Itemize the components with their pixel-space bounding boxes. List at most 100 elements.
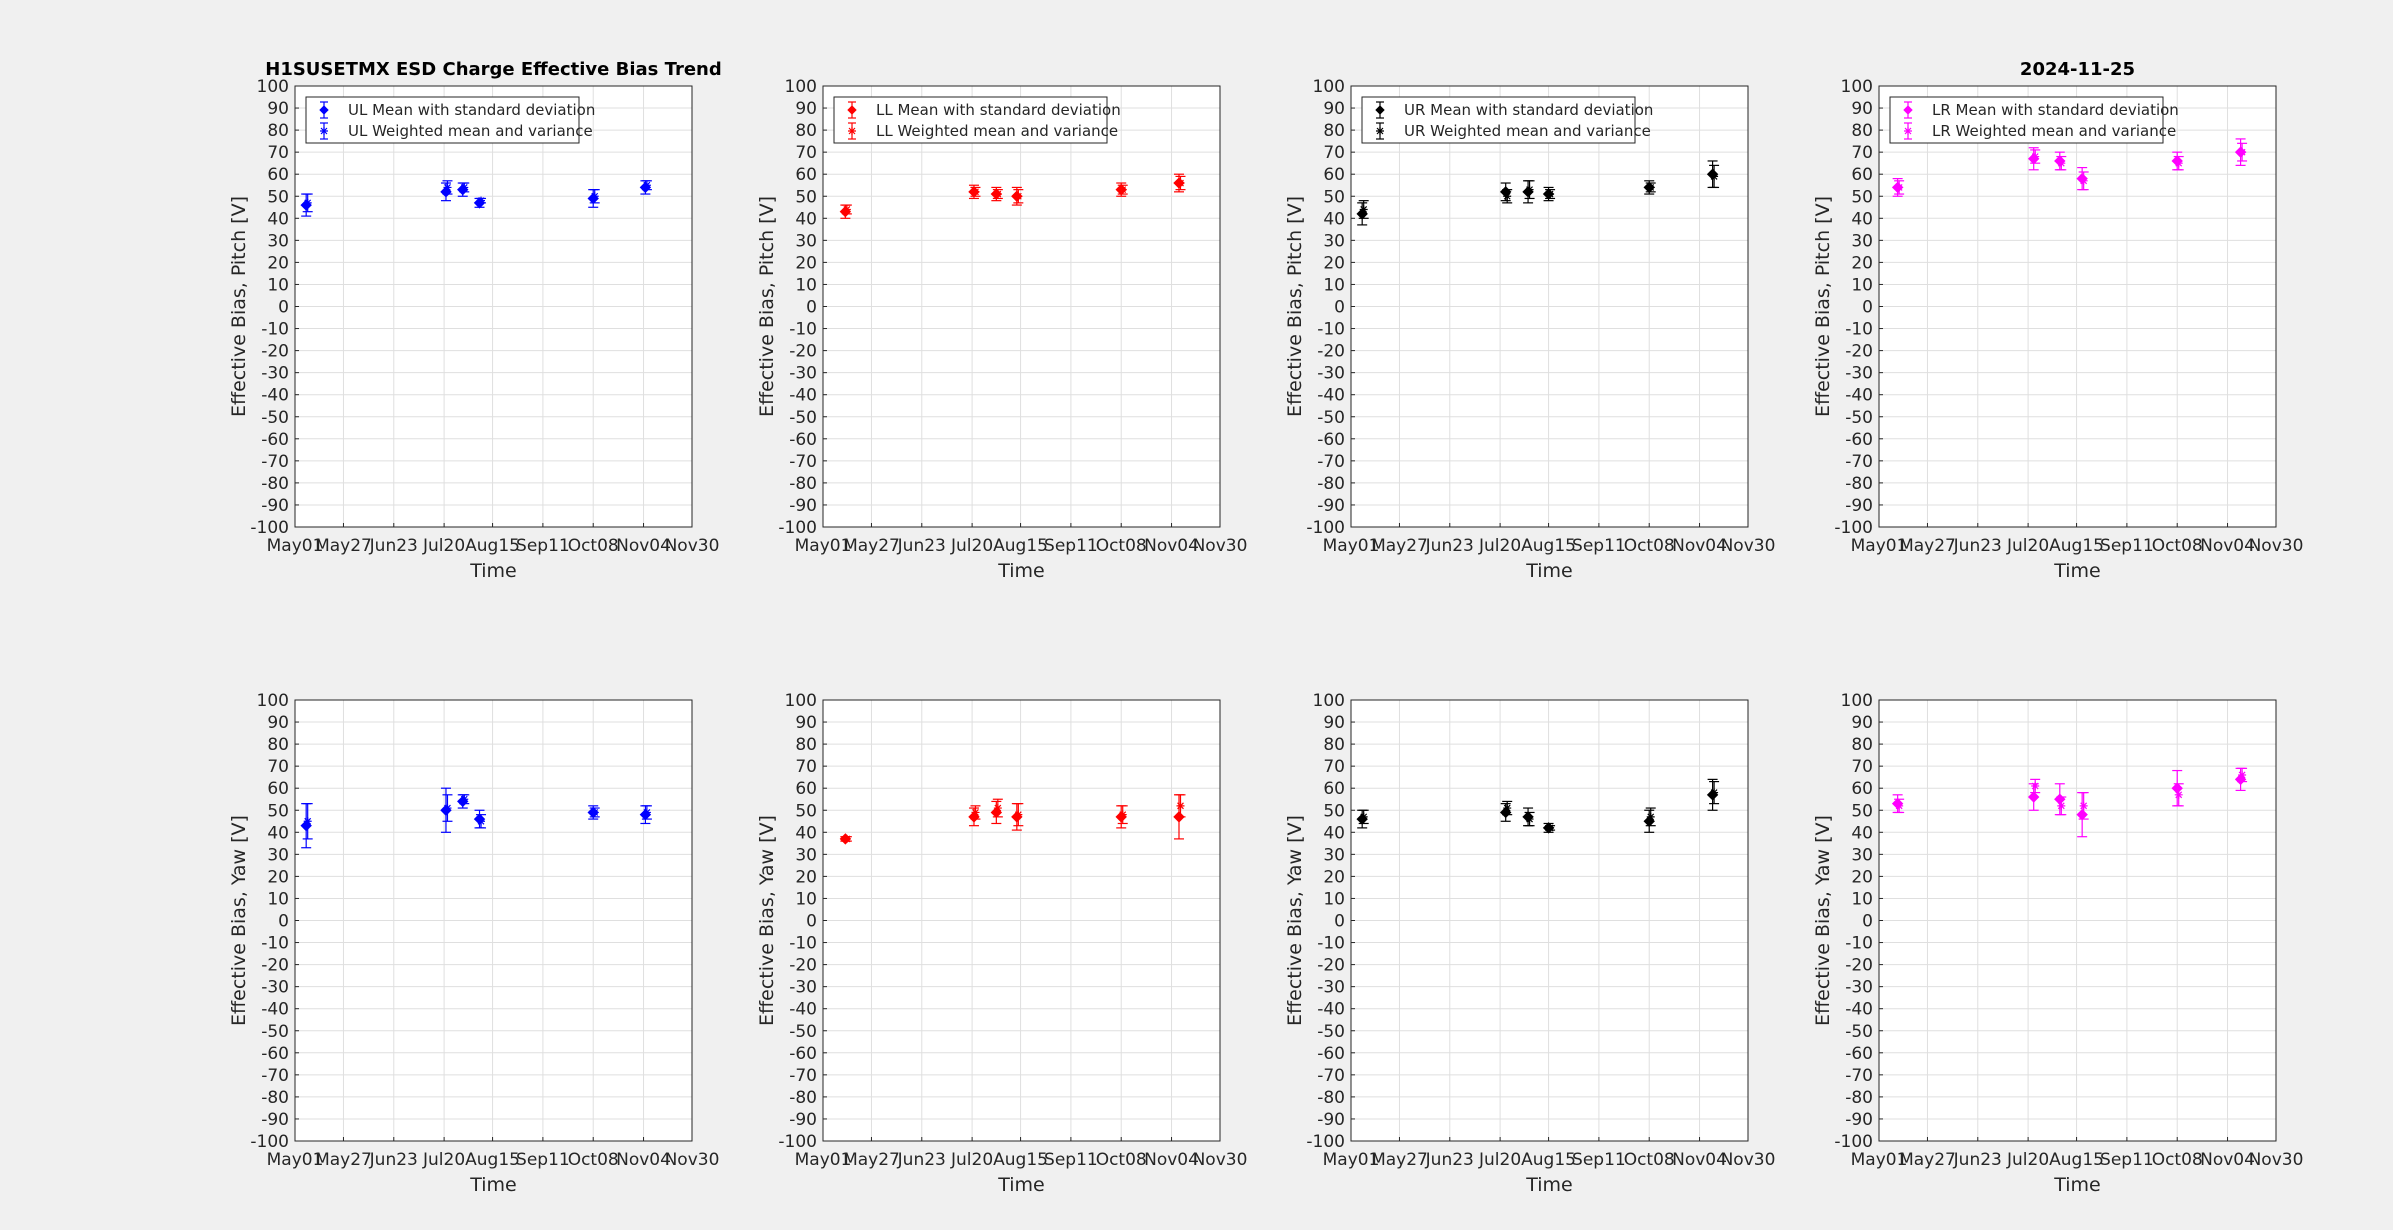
- y-axis-label: Effective Bias, Pitch [V]: [228, 196, 250, 417]
- y-tick-label: 0: [806, 912, 817, 932]
- y-tick-label: -60: [1317, 1044, 1345, 1064]
- series-weighted: [1894, 767, 2248, 820]
- y-tick-label: 80: [1851, 735, 1873, 755]
- series-weighted: [841, 175, 1186, 215]
- legend: LR Mean with standard deviation LR Weight…: [1889, 96, 2179, 144]
- y-tick-label: 20: [1323, 253, 1345, 273]
- data-point-asterisk: [303, 817, 312, 826]
- x-tick-label: Aug15: [1521, 536, 1576, 556]
- y-tick-label: -90: [1317, 496, 1345, 516]
- x-tick-label: Jul20: [422, 536, 465, 556]
- y-tick-label: -60: [789, 1044, 817, 1064]
- y-tick-label: 0: [1862, 298, 1873, 318]
- y-tick-label: -50: [789, 1022, 817, 1042]
- y-tick-label: -80: [1845, 474, 1873, 494]
- data-point-asterisk: [1895, 183, 1904, 192]
- y-tick-label: 60: [1851, 779, 1873, 799]
- x-tick-label: Nov04: [1144, 1150, 1199, 1170]
- x-tick-label: May27: [1371, 1150, 1428, 1170]
- y-tick-label: -70: [1317, 1066, 1345, 1086]
- x-tick-label: May01: [1851, 536, 1908, 556]
- x-tick-label: Aug15: [993, 536, 1048, 556]
- y-tick-label: 40: [267, 209, 289, 229]
- x-tick-label: May01: [795, 536, 852, 556]
- y-tick-label: -10: [261, 320, 289, 340]
- x-tick-label: Nov04: [1144, 536, 1199, 556]
- chart-panel-UL-yaw: -100-90-80-70-60-50-40-30-20-10010203040…: [228, 691, 719, 1196]
- data-point-asterisk: [2057, 801, 2066, 810]
- y-tick-label: -40: [789, 1000, 817, 1020]
- y-tick-label: -50: [1317, 408, 1345, 428]
- y-tick-label: 30: [267, 231, 289, 251]
- x-tick-label: Jun23: [897, 536, 946, 556]
- x-tick-label: Aug15: [2049, 536, 2104, 556]
- chart-panel-LR-pitch: -100-90-80-70-60-50-40-30-20-10010203040…: [1812, 77, 2303, 582]
- data-point-asterisk: [1176, 801, 1185, 810]
- x-tick-label: May01: [267, 1150, 324, 1170]
- y-tick-label: -100: [1834, 1132, 1873, 1152]
- y-tick-label: 60: [1323, 165, 1345, 185]
- y-tick-label: -70: [1845, 1066, 1873, 1086]
- data-point-asterisk: [993, 804, 1002, 813]
- y-tick-label: -30: [1317, 978, 1345, 998]
- figure-date-title: 2024-11-25: [2020, 59, 2135, 80]
- data-point-asterisk: [1503, 804, 1512, 813]
- x-tick-label: Nov30: [2249, 1150, 2304, 1170]
- y-tick-label: -70: [261, 1066, 289, 1086]
- legend-entry-label: LL Mean with standard deviation: [876, 101, 1121, 119]
- legend-marker-asterisk: [1376, 127, 1384, 135]
- y-tick-label: 80: [267, 735, 289, 755]
- y-tick-label: -20: [789, 956, 817, 976]
- series-weighted: [302, 180, 652, 213]
- x-axis-label: Time: [469, 1174, 517, 1196]
- x-tick-label: Oct08: [2152, 536, 2203, 556]
- data-point-asterisk: [1014, 192, 1023, 201]
- y-tick-label: -80: [1845, 1088, 1873, 1108]
- y-tick-label: -40: [261, 1000, 289, 1020]
- y-tick-label: 30: [267, 845, 289, 865]
- axes-frame: [1350, 85, 1749, 528]
- x-tick-label: May27: [1371, 536, 1428, 556]
- x-tick-label: Nov30: [2249, 536, 2304, 556]
- y-tick-label: -50: [1845, 1022, 1873, 1042]
- data-point-asterisk: [1359, 812, 1368, 821]
- x-tick-label: Sep11: [1044, 536, 1098, 556]
- y-tick-label: -50: [789, 408, 817, 428]
- x-tick-label: Jun23: [1425, 1150, 1474, 1170]
- y-tick-label: 70: [1851, 757, 1873, 777]
- chart-panel-UR-yaw: -100-90-80-70-60-50-40-30-20-10010203040…: [1284, 691, 1775, 1196]
- y-tick-label: 20: [1851, 867, 1873, 887]
- x-tick-label: May01: [1323, 536, 1380, 556]
- x-tick-label: Jul20: [1478, 1150, 1521, 1170]
- y-tick-label: 90: [1851, 99, 1873, 119]
- x-tick-label: Jun23: [897, 1150, 946, 1170]
- y-tick-label: 60: [1323, 779, 1345, 799]
- y-tick-label: 70: [267, 143, 289, 163]
- x-tick-label: May27: [1899, 536, 1956, 556]
- data-point-asterisk: [1176, 179, 1185, 188]
- y-tick-label: 70: [267, 757, 289, 777]
- y-tick-label: -70: [789, 452, 817, 472]
- x-tick-label: Oct08: [2152, 1150, 2203, 1170]
- legend-entry-label: LR Mean with standard deviation: [1932, 101, 2179, 119]
- y-tick-label: 10: [267, 889, 289, 909]
- x-tick-label: Aug15: [1521, 1150, 1576, 1170]
- y-tick-label: 60: [795, 165, 817, 185]
- y-tick-label: -30: [261, 364, 289, 384]
- legend: UL Mean with standard deviation UL Weight…: [305, 96, 595, 144]
- data-point-asterisk: [443, 804, 452, 813]
- y-tick-label: 30: [1851, 231, 1873, 251]
- data-point-asterisk: [2174, 790, 2183, 799]
- x-tick-label: Nov30: [1721, 1150, 1776, 1170]
- y-axis-label: Effective Bias, Pitch [V]: [756, 196, 778, 417]
- y-tick-label: 100: [257, 691, 289, 711]
- x-tick-label: Oct08: [1096, 536, 1147, 556]
- y-tick-label: -20: [1317, 956, 1345, 976]
- y-tick-label: 0: [1334, 912, 1345, 932]
- legend-entry-label: LR Weighted mean and variance: [1932, 122, 2176, 140]
- axes-frame: [1878, 699, 2277, 1142]
- x-tick-label: Oct08: [568, 536, 619, 556]
- y-tick-label: 90: [795, 99, 817, 119]
- y-tick-label: 100: [785, 691, 817, 711]
- x-tick-label: Jul20: [2006, 536, 2049, 556]
